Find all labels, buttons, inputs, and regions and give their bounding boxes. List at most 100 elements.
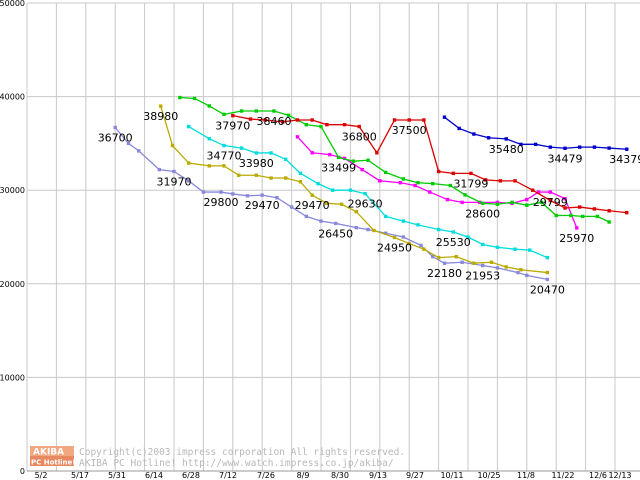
data-point <box>495 266 500 270</box>
data-label: 38460 <box>256 115 291 128</box>
data-point <box>187 124 191 129</box>
data-label: 29630 <box>348 198 383 211</box>
data-point <box>187 179 191 183</box>
data-point <box>331 188 335 192</box>
data-point <box>342 122 347 127</box>
data-point <box>495 200 500 205</box>
data-point <box>348 188 353 192</box>
data-point <box>442 261 447 265</box>
data-point <box>422 118 426 122</box>
data-label: 29799 <box>533 196 568 209</box>
data-point <box>325 201 329 206</box>
data-point <box>254 151 259 155</box>
x-tick-label: 8/9 <box>297 471 310 480</box>
data-point <box>483 178 488 182</box>
data-point <box>548 190 553 194</box>
data-point <box>519 142 523 147</box>
data-point <box>442 115 447 119</box>
data-point <box>469 171 473 176</box>
data-point <box>284 176 288 180</box>
data-point <box>548 198 553 203</box>
data-point <box>319 124 323 129</box>
data-label: 25530 <box>436 236 471 249</box>
data-label: 34770 <box>206 150 241 163</box>
data-point <box>272 109 276 113</box>
y-tick-label: 30000 <box>0 186 25 195</box>
data-point <box>504 137 508 141</box>
data-point <box>513 179 517 183</box>
data-label: 36800 <box>342 131 377 144</box>
data-point <box>284 157 288 162</box>
data-point <box>436 227 441 232</box>
data-point <box>383 214 388 219</box>
data-point <box>304 214 308 219</box>
data-point <box>357 124 361 129</box>
data-point <box>592 145 597 149</box>
data-point <box>231 192 235 196</box>
data-point <box>207 164 211 168</box>
data-point <box>260 193 264 197</box>
data-point <box>286 113 291 118</box>
data-point <box>392 235 397 240</box>
data-point <box>472 261 476 265</box>
x-tick-label: 8/30 <box>331 471 349 480</box>
data-point <box>580 214 585 219</box>
data-point <box>407 241 411 246</box>
data-point <box>316 181 320 186</box>
data-point <box>625 147 629 151</box>
data-point <box>460 260 464 264</box>
data-point <box>254 173 259 177</box>
data-point <box>401 219 406 223</box>
data-point <box>607 220 611 224</box>
data-point <box>498 179 503 183</box>
data-point <box>545 270 550 275</box>
data-point <box>281 120 285 124</box>
x-tick-label: 6/14 <box>145 471 163 480</box>
data-point <box>525 203 529 207</box>
data-point <box>298 171 303 176</box>
data-point <box>248 117 253 121</box>
watermark-url: AKIBA PC Hotline! http://www.watch.impre… <box>79 458 394 469</box>
data-point <box>472 132 476 136</box>
data-label: 21953 <box>465 270 500 283</box>
data-label: 29800 <box>204 196 239 209</box>
data-point <box>378 179 382 183</box>
data-point <box>407 118 411 122</box>
data-point <box>533 142 538 147</box>
data-point <box>416 181 420 185</box>
x-tick-label: 11/22 <box>551 471 574 480</box>
data-point <box>401 177 406 181</box>
data-point <box>192 96 197 101</box>
data-point <box>431 181 435 186</box>
x-tick-label: 11/8 <box>517 471 535 480</box>
data-point <box>575 226 579 230</box>
data-point <box>310 193 314 197</box>
y-tick-label: 40000 <box>0 93 25 102</box>
data-point <box>592 207 597 211</box>
data-label: 22180 <box>427 267 462 280</box>
watermark-logo-top: AKIBA <box>33 448 64 458</box>
data-point <box>416 223 420 227</box>
watermark-logo-box <box>30 446 74 456</box>
data-point <box>451 171 455 176</box>
data-point <box>157 167 161 172</box>
data-point <box>375 151 379 155</box>
x-tick-label: 7/12 <box>219 471 237 480</box>
data-point <box>336 155 341 160</box>
data-point <box>528 248 532 252</box>
data-point <box>536 190 541 194</box>
data-point <box>530 188 535 192</box>
data-point <box>304 122 308 127</box>
data-point <box>366 227 370 232</box>
data-point <box>422 247 426 251</box>
x-tick-label: 6/28 <box>182 471 200 480</box>
data-label: 34379 <box>609 153 640 166</box>
data-point <box>451 230 455 234</box>
watermark-logo-box-lower <box>30 456 74 466</box>
x-tick-label: 9/27 <box>406 471 424 480</box>
data-point <box>495 202 500 206</box>
watermark-copyright: Copyright(c)2003 impress corporation All… <box>79 447 405 458</box>
data-point <box>419 243 423 248</box>
y-axis-ticks: 0 10000 20000 30000 40000 50000 <box>0 0 25 476</box>
data-point <box>428 190 432 194</box>
